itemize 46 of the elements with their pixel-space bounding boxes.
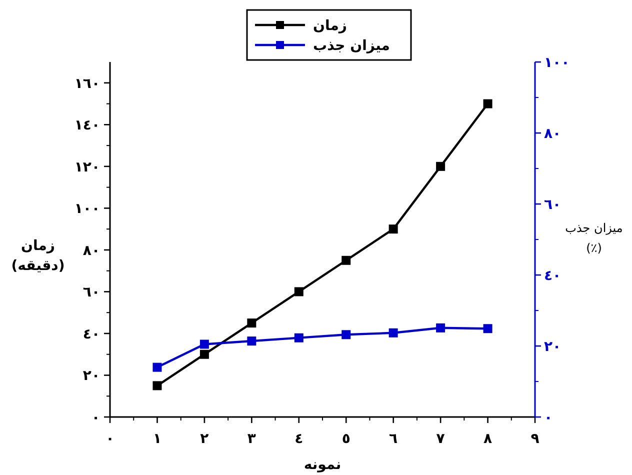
point bbox=[342, 256, 351, 265]
y-tick-label: ٤٠ bbox=[82, 326, 100, 342]
x-tick-label: ٧ bbox=[436, 431, 446, 447]
point bbox=[152, 362, 162, 372]
x-tick-label: ٨ bbox=[484, 431, 493, 447]
point bbox=[247, 318, 256, 328]
x-tick-label: ٢ bbox=[200, 431, 210, 447]
x-tick-label: ٩ bbox=[530, 431, 540, 447]
y-tick-label: ٨٠ bbox=[82, 242, 100, 259]
y2-tick-label: ٢٠ bbox=[544, 339, 562, 355]
point bbox=[152, 381, 162, 390]
y-tick-label: ٦٠ bbox=[82, 284, 100, 301]
x-tick-label: ١ bbox=[152, 431, 162, 447]
y-tick-label: ١٦٠ bbox=[74, 76, 100, 92]
point bbox=[294, 287, 304, 296]
legend-label: میزان جذب bbox=[313, 38, 390, 54]
x-tick-label: ٣ bbox=[247, 431, 256, 447]
point bbox=[247, 336, 256, 346]
point bbox=[483, 324, 492, 334]
x-tick-label: ٥ bbox=[342, 431, 350, 447]
x-axis-title: نمونه bbox=[304, 457, 342, 473]
y-tick-label: ٢٠ bbox=[82, 368, 100, 384]
point bbox=[294, 333, 304, 342]
y2-tick-label: ٠ bbox=[544, 410, 553, 426]
point bbox=[436, 162, 446, 171]
point bbox=[200, 340, 209, 349]
y2-tick-label: ١٠٠ bbox=[544, 55, 570, 71]
y-tick-label: ٠ bbox=[91, 410, 100, 426]
x-tick-label: ٦ bbox=[389, 431, 398, 447]
x-tick-label: ٠ bbox=[106, 431, 114, 447]
point bbox=[483, 99, 492, 108]
point bbox=[388, 328, 398, 338]
y2-axis-title: میزان جذب (٪) bbox=[565, 221, 623, 255]
point bbox=[436, 323, 446, 332]
y-tick-label: ١٤٠ bbox=[74, 118, 100, 134]
point bbox=[200, 350, 209, 359]
y-axis-title: زمان (دقیقه) bbox=[11, 238, 65, 274]
point bbox=[388, 224, 398, 234]
y2-tick-label: ٨٠ bbox=[544, 126, 562, 142]
y2-tick-label: ٦٠ bbox=[544, 197, 562, 213]
x-tick-label: ٤ bbox=[294, 431, 304, 447]
legend-label: زمان bbox=[313, 18, 347, 34]
y2-tick-label: ٤٠ bbox=[544, 268, 562, 284]
y-tick-label: ١٢٠ bbox=[74, 159, 100, 176]
y-tick-label: ١٠٠ bbox=[74, 201, 100, 218]
point bbox=[342, 330, 351, 340]
